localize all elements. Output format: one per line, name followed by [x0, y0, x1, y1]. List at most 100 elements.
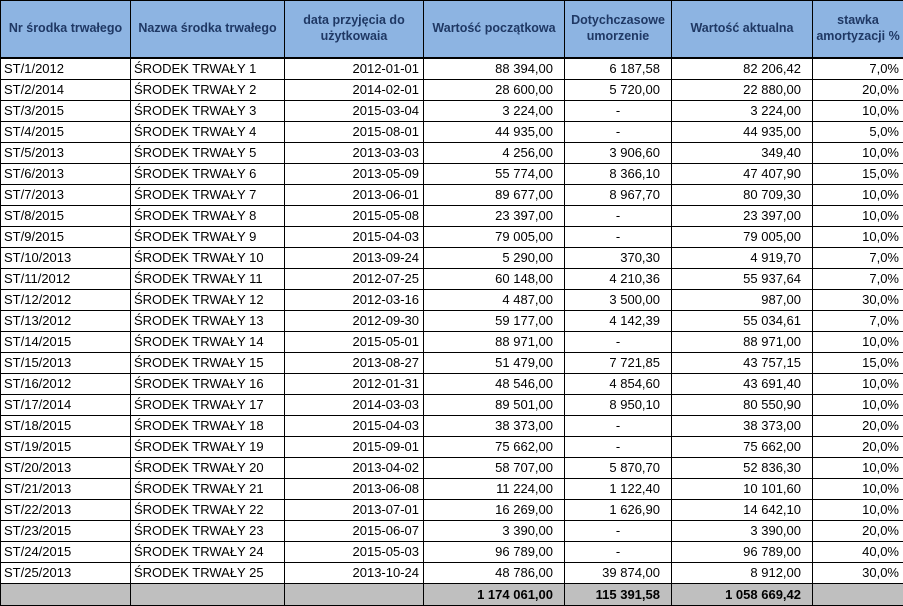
cell-depreciation[interactable]: 6 187,58: [565, 58, 672, 80]
cell-date-of-use[interactable]: 2015-05-03: [285, 541, 424, 562]
header-asset-number[interactable]: Nr środka trwałego: [1, 1, 131, 58]
cell-amortization-rate[interactable]: 5,0%: [813, 121, 903, 142]
cell-amortization-rate[interactable]: 20,0%: [813, 520, 903, 541]
cell-depreciation[interactable]: 3 906,60: [565, 142, 672, 163]
cell-amortization-rate[interactable]: 40,0%: [813, 541, 903, 562]
cell-initial-value[interactable]: 3 224,00: [424, 100, 565, 121]
cell-depreciation[interactable]: 5 870,70: [565, 457, 672, 478]
total-initial-value[interactable]: 1 174 061,00: [424, 583, 565, 605]
cell-current-value[interactable]: 38 373,00: [672, 415, 813, 436]
cell-date-of-use[interactable]: 2013-07-01: [285, 499, 424, 520]
cell-asset-number[interactable]: ST/4/2015: [1, 121, 131, 142]
cell-asset-number[interactable]: ST/6/2013: [1, 163, 131, 184]
cell-current-value[interactable]: 80 709,30: [672, 184, 813, 205]
cell-amortization-rate[interactable]: 7,0%: [813, 310, 903, 331]
cell-asset-name[interactable]: ŚRODEK TRWAŁY 21: [131, 478, 285, 499]
cell-asset-name[interactable]: ŚRODEK TRWAŁY 9: [131, 226, 285, 247]
header-date-of-use[interactable]: data przyjęcia do użytkowaia: [285, 1, 424, 58]
cell-date-of-use[interactable]: 2012-09-30: [285, 310, 424, 331]
cell-date-of-use[interactable]: 2012-01-01: [285, 58, 424, 80]
cell-asset-number[interactable]: ST/13/2012: [1, 310, 131, 331]
cell-initial-value[interactable]: 60 148,00: [424, 268, 565, 289]
cell-asset-number[interactable]: ST/24/2015: [1, 541, 131, 562]
cell-asset-name[interactable]: ŚRODEK TRWAŁY 12: [131, 289, 285, 310]
cell-initial-value[interactable]: 75 662,00: [424, 436, 565, 457]
header-initial-value[interactable]: Wartość początkowa: [424, 1, 565, 58]
header-depreciation[interactable]: Dotychczasowe umorzenie: [565, 1, 672, 58]
cell-amortization-rate[interactable]: 30,0%: [813, 562, 903, 583]
cell-asset-number[interactable]: ST/8/2015: [1, 205, 131, 226]
cell-date-of-use[interactable]: 2012-03-16: [285, 289, 424, 310]
cell-date-of-use[interactable]: 2013-03-03: [285, 142, 424, 163]
cell-date-of-use[interactable]: 2015-05-01: [285, 331, 424, 352]
total-depreciation[interactable]: 115 391,58: [565, 583, 672, 605]
cell-current-value[interactable]: 44 935,00: [672, 121, 813, 142]
cell-initial-value[interactable]: 88 394,00: [424, 58, 565, 80]
cell-asset-number[interactable]: ST/21/2013: [1, 478, 131, 499]
cell-date-of-use[interactable]: 2012-07-25: [285, 268, 424, 289]
cell-asset-name[interactable]: ŚRODEK TRWAŁY 17: [131, 394, 285, 415]
cell-current-value[interactable]: 349,40: [672, 142, 813, 163]
cell-depreciation[interactable]: -: [565, 415, 672, 436]
cell-depreciation[interactable]: 1 626,90: [565, 499, 672, 520]
cell-asset-name[interactable]: ŚRODEK TRWAŁY 23: [131, 520, 285, 541]
cell-current-value[interactable]: 14 642,10: [672, 499, 813, 520]
cell-amortization-rate[interactable]: 10,0%: [813, 478, 903, 499]
cell-asset-name[interactable]: ŚRODEK TRWAŁY 24: [131, 541, 285, 562]
cell-asset-name[interactable]: ŚRODEK TRWAŁY 8: [131, 205, 285, 226]
cell-current-value[interactable]: 43 691,40: [672, 373, 813, 394]
cell-current-value[interactable]: 79 005,00: [672, 226, 813, 247]
cell-initial-value[interactable]: 23 397,00: [424, 205, 565, 226]
cell-initial-value[interactable]: 88 971,00: [424, 331, 565, 352]
total-empty-cell[interactable]: [1, 583, 131, 605]
cell-initial-value[interactable]: 38 373,00: [424, 415, 565, 436]
cell-depreciation[interactable]: -: [565, 331, 672, 352]
cell-depreciation[interactable]: -: [565, 205, 672, 226]
cell-asset-name[interactable]: ŚRODEK TRWAŁY 14: [131, 331, 285, 352]
cell-amortization-rate[interactable]: 10,0%: [813, 394, 903, 415]
cell-date-of-use[interactable]: 2013-04-02: [285, 457, 424, 478]
cell-depreciation[interactable]: 4 142,39: [565, 310, 672, 331]
cell-initial-value[interactable]: 28 600,00: [424, 79, 565, 100]
cell-asset-number[interactable]: ST/7/2013: [1, 184, 131, 205]
cell-amortization-rate[interactable]: 10,0%: [813, 142, 903, 163]
cell-current-value[interactable]: 3 224,00: [672, 100, 813, 121]
header-amortization-rate[interactable]: stawka amortyzacji %: [813, 1, 903, 58]
cell-current-value[interactable]: 10 101,60: [672, 478, 813, 499]
cell-initial-value[interactable]: 55 774,00: [424, 163, 565, 184]
cell-amortization-rate[interactable]: 10,0%: [813, 226, 903, 247]
cell-date-of-use[interactable]: 2013-10-24: [285, 562, 424, 583]
cell-asset-name[interactable]: ŚRODEK TRWAŁY 11: [131, 268, 285, 289]
cell-asset-number[interactable]: ST/9/2015: [1, 226, 131, 247]
cell-depreciation[interactable]: -: [565, 121, 672, 142]
cell-date-of-use[interactable]: 2015-08-01: [285, 121, 424, 142]
cell-amortization-rate[interactable]: 15,0%: [813, 163, 903, 184]
cell-current-value[interactable]: 82 206,42: [672, 58, 813, 80]
cell-depreciation[interactable]: 8 950,10: [565, 394, 672, 415]
cell-amortization-rate[interactable]: 7,0%: [813, 247, 903, 268]
cell-asset-name[interactable]: ŚRODEK TRWAŁY 10: [131, 247, 285, 268]
cell-amortization-rate[interactable]: 15,0%: [813, 352, 903, 373]
cell-asset-name[interactable]: ŚRODEK TRWAŁY 20: [131, 457, 285, 478]
cell-asset-number[interactable]: ST/3/2015: [1, 100, 131, 121]
cell-current-value[interactable]: 80 550,90: [672, 394, 813, 415]
cell-amortization-rate[interactable]: 10,0%: [813, 499, 903, 520]
cell-current-value[interactable]: 52 836,30: [672, 457, 813, 478]
cell-date-of-use[interactable]: 2014-03-03: [285, 394, 424, 415]
cell-initial-value[interactable]: 96 789,00: [424, 541, 565, 562]
cell-initial-value[interactable]: 16 269,00: [424, 499, 565, 520]
cell-current-value[interactable]: 22 880,00: [672, 79, 813, 100]
cell-initial-value[interactable]: 3 390,00: [424, 520, 565, 541]
cell-depreciation[interactable]: 4 210,36: [565, 268, 672, 289]
cell-initial-value[interactable]: 11 224,00: [424, 478, 565, 499]
cell-initial-value[interactable]: 4 487,00: [424, 289, 565, 310]
cell-asset-number[interactable]: ST/20/2013: [1, 457, 131, 478]
cell-date-of-use[interactable]: 2015-04-03: [285, 415, 424, 436]
header-current-value[interactable]: Wartość aktualna: [672, 1, 813, 58]
cell-asset-number[interactable]: ST/10/2013: [1, 247, 131, 268]
cell-asset-name[interactable]: ŚRODEK TRWAŁY 22: [131, 499, 285, 520]
cell-initial-value[interactable]: 58 707,00: [424, 457, 565, 478]
cell-date-of-use[interactable]: 2015-09-01: [285, 436, 424, 457]
cell-current-value[interactable]: 4 919,70: [672, 247, 813, 268]
cell-depreciation[interactable]: 3 500,00: [565, 289, 672, 310]
